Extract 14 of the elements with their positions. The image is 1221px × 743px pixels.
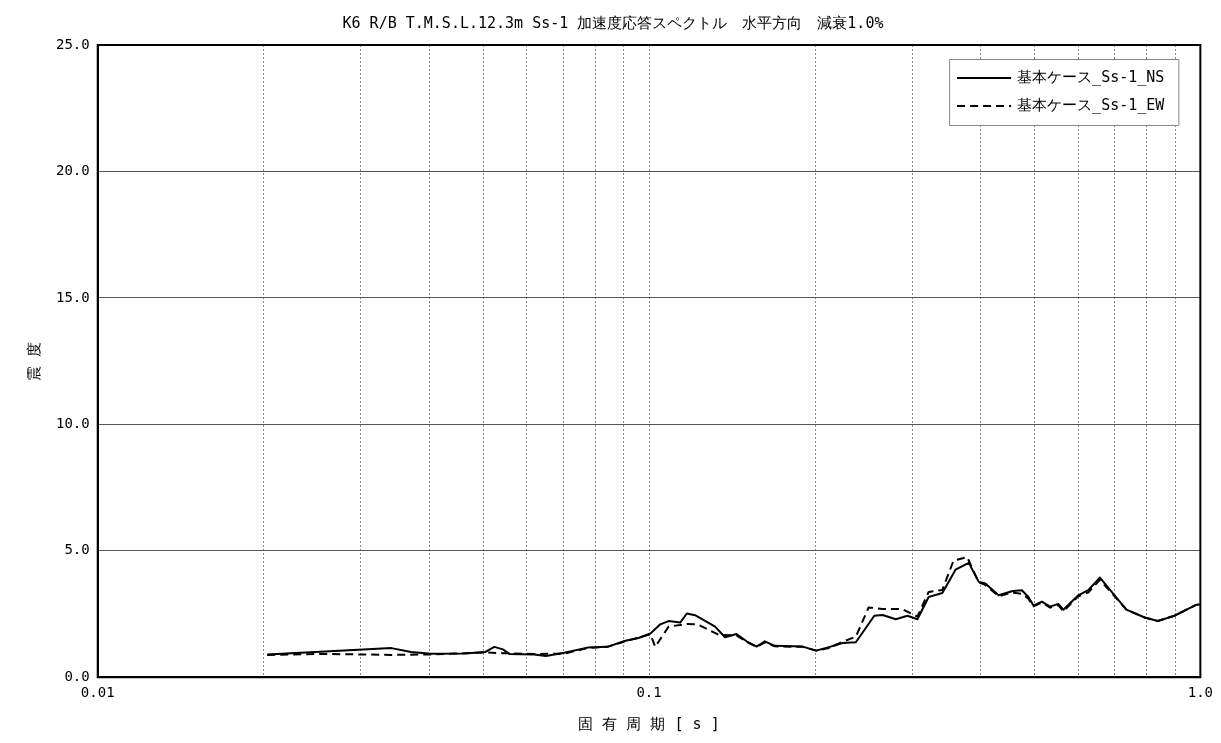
y-tick-label: 5.0	[64, 541, 90, 558]
y-tick-label: 15.0	[56, 288, 90, 305]
legend-label: 基本ケース_Ss-1_EW	[1017, 95, 1166, 114]
chart-title: K6 R/B T.M.S.L.12.3m Ss-1 加速度応答スペクトル 水平方向 減衰1.0%	[342, 13, 884, 32]
x-tick-label: 0.01	[80, 684, 115, 701]
y-axis-title: 震 度	[24, 341, 43, 381]
x-tick-label: 0.1	[636, 684, 662, 701]
y-tick-label: 0.0	[64, 667, 90, 684]
legend-label: 基本ケース_Ss-1_NS	[1017, 67, 1165, 86]
x-tick-label: 1.0	[1187, 684, 1214, 701]
y-tick-label: 20.0	[56, 162, 90, 179]
y-tick-label: 10.0	[56, 414, 90, 431]
x-axis-title: 固 有 周 期 [ s ]	[578, 714, 720, 733]
y-tick-label: 25.0	[56, 35, 90, 52]
